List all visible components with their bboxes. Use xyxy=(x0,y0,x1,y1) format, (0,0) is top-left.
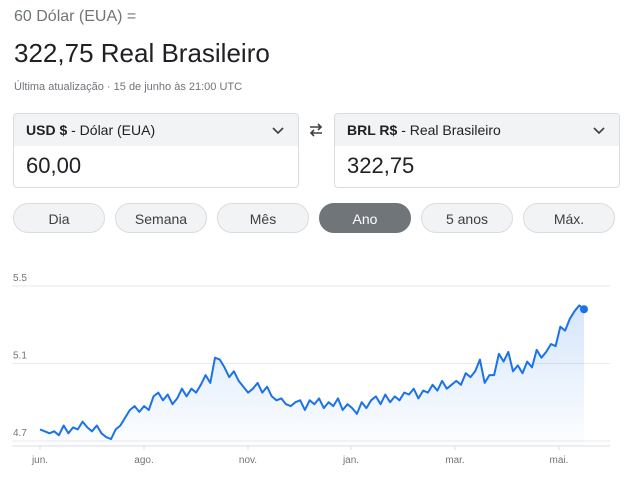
to-currency-panel: BRL R$ - Real Brasileiro 322,75 xyxy=(334,113,620,188)
y-tick-label: 5.1 xyxy=(13,351,27,362)
to-currency-select[interactable]: BRL R$ - Real Brasileiro xyxy=(335,114,619,146)
to-amount-input[interactable]: 322,75 xyxy=(347,153,415,178)
series-line xyxy=(39,304,585,441)
to-currency-name: - Real Brasileiro xyxy=(397,122,501,138)
last-updated: Última atualização · 15 de junho às 21:0… xyxy=(14,81,243,93)
x-tick-label: ago. xyxy=(134,455,153,466)
from-currency-name: - Dólar (EUA) xyxy=(67,122,156,138)
conversion-result: 322,75 Real Brasileiro xyxy=(14,38,270,68)
exchange-rate-chart: 5.5 5.1 4.7 jun. ago. nov. jan. mar. mai. xyxy=(0,260,628,479)
tab-max[interactable]: Máx. xyxy=(523,203,615,233)
from-currency-panel: USD $ - Dólar (EUA) 60,00 xyxy=(13,113,299,188)
area-fill xyxy=(40,305,584,446)
x-tick-label: mar. xyxy=(445,455,464,466)
last-point-marker[interactable] xyxy=(580,305,588,314)
chevron-down-icon xyxy=(593,127,605,135)
tab-semana[interactable]: Semana xyxy=(115,203,207,233)
conversion-subtitle: 60 Dólar (EUA) = xyxy=(14,8,137,25)
x-tick-label: nov. xyxy=(239,455,257,466)
swap-arrows-icon[interactable] xyxy=(304,118,328,142)
chevron-down-icon xyxy=(272,127,284,135)
from-currency-code: USD $ xyxy=(26,122,68,138)
x-tick-label: mai. xyxy=(550,455,569,466)
tab-mes[interactable]: Mês xyxy=(217,203,309,233)
x-tick-label: jun. xyxy=(31,455,48,466)
from-currency-select[interactable]: USD $ - Dólar (EUA) xyxy=(14,114,298,146)
from-amount-input[interactable]: 60,00 xyxy=(26,153,82,178)
y-tick-label: 5.5 xyxy=(13,273,27,284)
x-tick-label: jan. xyxy=(342,455,359,466)
tab-5-anos[interactable]: 5 anos xyxy=(421,203,513,233)
to-currency-code: BRL R$ xyxy=(347,122,398,138)
y-tick-label: 4.7 xyxy=(13,428,27,439)
tab-ano[interactable]: Ano xyxy=(319,203,411,233)
tab-dia[interactable]: Dia xyxy=(13,203,105,233)
chart-svg: 5.5 5.1 4.7 jun. ago. nov. jan. mar. mai. xyxy=(12,273,610,466)
